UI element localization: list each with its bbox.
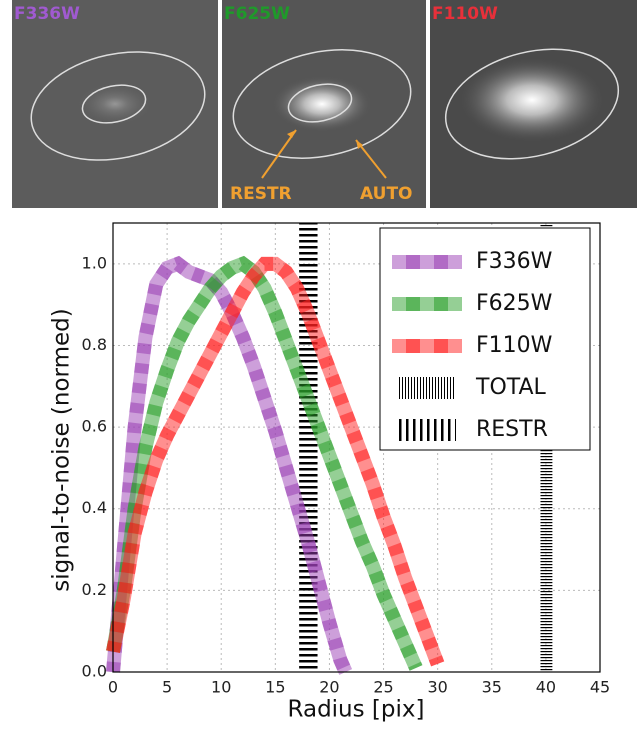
series-markers: [106, 256, 445, 667]
annotation: AUTO: [360, 184, 413, 204]
galaxy: [460, 58, 604, 142]
y-tick-label: 1.0: [82, 253, 107, 272]
x-tick-label: 15: [265, 678, 285, 697]
x-tick-label: 30: [427, 678, 447, 697]
arrowhead: [356, 140, 363, 149]
auto-ellipse: [30, 51, 206, 161]
x-tick-label: 0: [108, 678, 118, 697]
legend: F336W F625W F110W TOTAL RESTR: [379, 227, 591, 451]
y-tick-label: 0.0: [82, 662, 107, 681]
y-tick-label: 0.8: [82, 335, 107, 354]
restr-ellipse: [81, 84, 147, 124]
image-panels: F336W F625W F110W RESTR AUTO: [12, 0, 637, 208]
x-tick-label: 25: [373, 678, 393, 697]
legend-label: TOTAL: [475, 375, 547, 400]
y-tick-label: 0.4: [82, 498, 107, 517]
panel-label: F336W: [14, 4, 80, 24]
x-tick-label: 5: [162, 678, 172, 697]
auto-ellipse: [444, 48, 620, 160]
legend-label: RESTR: [476, 417, 548, 442]
auto-ellipse: [232, 49, 412, 159]
x-tick-label: 40: [536, 678, 556, 697]
x-axis-label: Radius [pix]: [288, 697, 425, 723]
arrowhead: [287, 130, 296, 138]
x-tick-label: 20: [319, 678, 339, 697]
x-tick-label: 35: [482, 678, 502, 697]
legend-label: F336W: [476, 249, 553, 274]
y-axis-label: signal-to-noise (normed): [49, 308, 75, 591]
galaxy: [75, 82, 155, 126]
legend-swatch: [398, 377, 456, 399]
x-tick-label: 45: [590, 678, 610, 697]
legend-label: F110W: [476, 333, 553, 358]
legend-swatch: [398, 419, 456, 441]
restr-ellipse: [287, 83, 353, 123]
plot: 0 5 10 15 20 25 30 35 40 45 0.0 0.2 0.4 0.6 0.8 1.0 F336…: [82, 222, 610, 697]
panel-label: F110W: [432, 4, 498, 24]
y-tick-label: 0.2: [82, 580, 107, 599]
arrow: [261, 129, 297, 179]
panel-label: F625W: [224, 4, 290, 24]
x-tick-label: 10: [211, 678, 231, 697]
annotation: RESTR: [230, 184, 292, 204]
axes-frame: [112, 222, 601, 673]
legend-label: F625W: [476, 291, 553, 316]
y-tick-label: 0.6: [82, 417, 107, 436]
series-line: [106, 255, 423, 671]
